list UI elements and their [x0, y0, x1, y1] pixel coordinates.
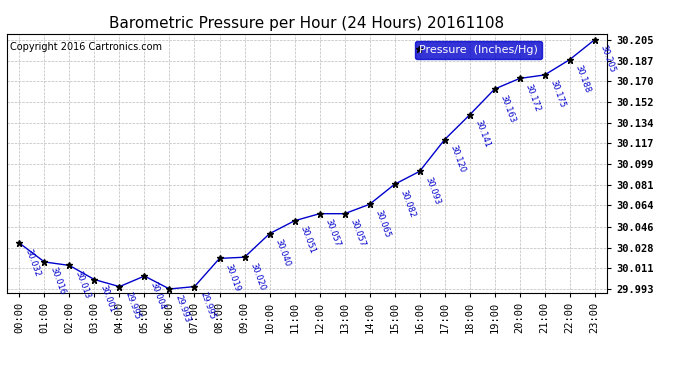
Text: 29.995: 29.995 [124, 291, 142, 321]
Text: 30.175: 30.175 [549, 79, 567, 110]
Text: 30.163: 30.163 [499, 93, 518, 124]
Pressure  (Inches/Hg) [66, 263, 74, 268]
Text: 30.020: 30.020 [248, 261, 267, 292]
Text: 30.093: 30.093 [424, 176, 442, 206]
Pressure  (Inches/Hg) [466, 112, 474, 117]
Pressure  (Inches/Hg) [90, 278, 99, 282]
Pressure  (Inches/Hg) [315, 211, 324, 216]
Text: 30.013: 30.013 [74, 270, 92, 300]
Pressure  (Inches/Hg) [166, 287, 174, 291]
Pressure  (Inches/Hg) [266, 231, 274, 236]
Pressure  (Inches/Hg) [290, 219, 299, 223]
Legend: Pressure  (Inches/Hg): Pressure (Inches/Hg) [415, 40, 542, 60]
Pressure  (Inches/Hg) [591, 38, 599, 42]
Text: 30.019: 30.019 [224, 262, 242, 293]
Title: Barometric Pressure per Hour (24 Hours) 20161108: Barometric Pressure per Hour (24 Hours) … [110, 16, 504, 31]
Pressure  (Inches/Hg) [440, 137, 449, 142]
Text: 30.172: 30.172 [524, 82, 542, 113]
Line: Pressure  (Inches/Hg): Pressure (Inches/Hg) [16, 36, 598, 292]
Pressure  (Inches/Hg) [15, 241, 23, 245]
Pressure  (Inches/Hg) [491, 87, 499, 91]
Pressure  (Inches/Hg) [40, 260, 48, 264]
Pressure  (Inches/Hg) [140, 274, 148, 278]
Pressure  (Inches/Hg) [366, 202, 374, 207]
Text: 30.141: 30.141 [474, 119, 492, 149]
Pressure  (Inches/Hg) [115, 284, 124, 289]
Text: 30.057: 30.057 [324, 218, 342, 248]
Text: 30.057: 30.057 [348, 218, 367, 248]
Text: 30.205: 30.205 [599, 44, 618, 74]
Pressure  (Inches/Hg) [190, 284, 199, 289]
Text: 30.004: 30.004 [148, 280, 167, 310]
Text: 30.040: 30.040 [274, 238, 292, 268]
Pressure  (Inches/Hg) [240, 255, 248, 260]
Text: 29.995: 29.995 [199, 291, 217, 321]
Text: 30.082: 30.082 [399, 189, 417, 219]
Text: 29.993: 29.993 [174, 293, 192, 324]
Pressure  (Inches/Hg) [515, 76, 524, 81]
Pressure  (Inches/Hg) [391, 182, 399, 186]
Text: 30.120: 30.120 [448, 144, 467, 174]
Text: 30.065: 30.065 [374, 209, 392, 239]
Text: 30.032: 30.032 [23, 247, 42, 278]
Pressure  (Inches/Hg) [540, 73, 549, 77]
Text: Copyright 2016 Cartronics.com: Copyright 2016 Cartronics.com [10, 42, 162, 51]
Text: 30.001: 30.001 [99, 284, 117, 314]
Text: 30.051: 30.051 [299, 225, 317, 255]
Text: 30.188: 30.188 [574, 64, 592, 94]
Pressure  (Inches/Hg) [340, 211, 348, 216]
Text: 30.016: 30.016 [48, 266, 67, 297]
Pressure  (Inches/Hg) [415, 169, 424, 174]
Pressure  (Inches/Hg) [566, 57, 574, 62]
Pressure  (Inches/Hg) [215, 256, 224, 261]
